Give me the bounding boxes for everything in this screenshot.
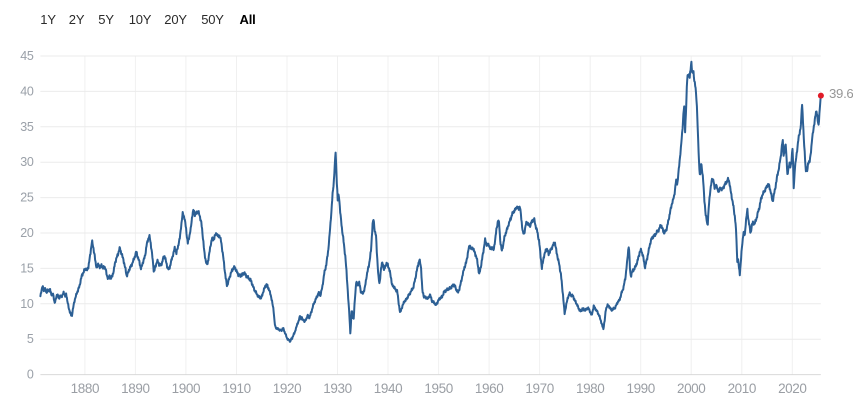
svg-text:10Y: 10Y — [129, 12, 152, 27]
svg-text:2020: 2020 — [778, 381, 806, 396]
svg-text:0: 0 — [27, 368, 34, 382]
svg-text:10: 10 — [20, 297, 34, 311]
svg-text:20: 20 — [20, 226, 34, 240]
svg-text:1950: 1950 — [424, 381, 452, 396]
svg-text:1930: 1930 — [323, 381, 351, 396]
svg-text:1Y: 1Y — [40, 12, 56, 27]
svg-text:1900: 1900 — [172, 381, 200, 396]
svg-text:45: 45 — [20, 49, 34, 63]
svg-text:2000: 2000 — [677, 381, 705, 396]
svg-text:All: All — [240, 12, 256, 27]
svg-text:30: 30 — [20, 155, 34, 169]
svg-text:2010: 2010 — [728, 381, 756, 396]
svg-text:1980: 1980 — [576, 381, 604, 396]
svg-text:1910: 1910 — [222, 381, 250, 396]
svg-text:1920: 1920 — [273, 381, 301, 396]
svg-text:1960: 1960 — [475, 381, 503, 396]
svg-text:1990: 1990 — [626, 381, 654, 396]
svg-text:35: 35 — [20, 120, 34, 134]
svg-text:50Y: 50Y — [201, 12, 224, 27]
svg-text:1880: 1880 — [71, 381, 99, 396]
svg-text:2Y: 2Y — [69, 12, 85, 27]
svg-text:1940: 1940 — [374, 381, 402, 396]
svg-text:39.60: 39.60 — [829, 86, 853, 101]
svg-text:1970: 1970 — [525, 381, 553, 396]
svg-text:40: 40 — [20, 84, 34, 98]
svg-text:20Y: 20Y — [164, 12, 187, 27]
svg-text:1890: 1890 — [121, 381, 149, 396]
svg-text:5: 5 — [27, 332, 34, 346]
svg-text:15: 15 — [20, 261, 34, 275]
svg-text:5Y: 5Y — [98, 12, 114, 27]
svg-text:25: 25 — [20, 191, 34, 205]
